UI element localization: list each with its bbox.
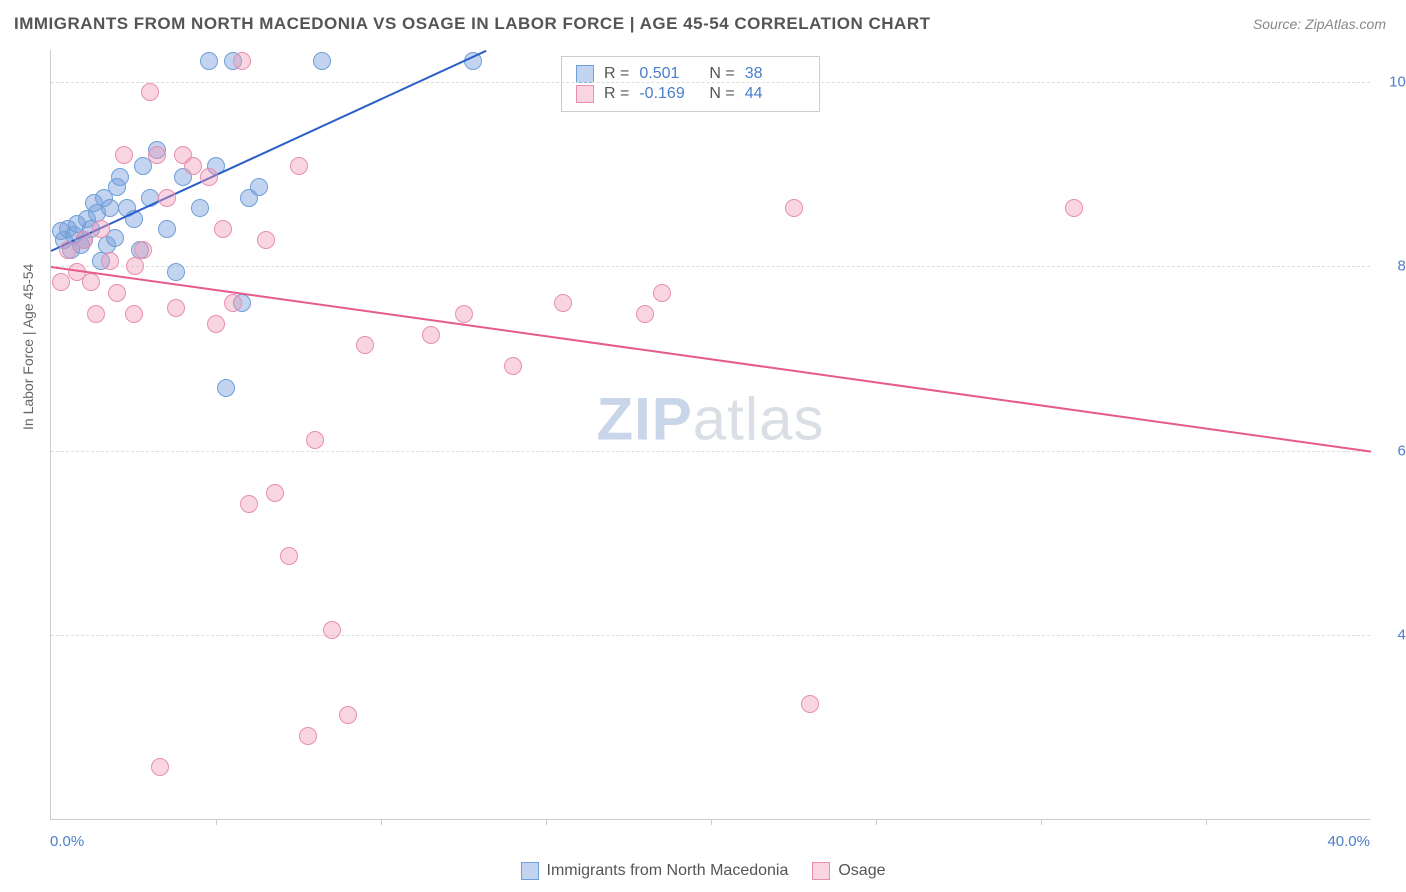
x-tick-mark (711, 819, 712, 825)
x-tick-mark (216, 819, 217, 825)
scatter-point (313, 52, 331, 70)
scatter-point (101, 199, 119, 217)
scatter-point (1065, 199, 1083, 217)
scatter-point (101, 252, 119, 270)
legend-swatch-1 (521, 862, 539, 880)
grid-line-h (51, 451, 1370, 452)
scatter-point (224, 294, 242, 312)
scatter-point (75, 231, 93, 249)
scatter-point (167, 263, 185, 281)
r-value-2: -0.169 (639, 85, 699, 103)
x-tick-mark (876, 819, 877, 825)
chart-container: IMMIGRANTS FROM NORTH MACEDONIA VS OSAGE… (0, 0, 1406, 892)
scatter-point (250, 178, 268, 196)
scatter-point (356, 336, 374, 354)
scatter-point (554, 294, 572, 312)
watermark: ZIPatlas (596, 385, 824, 454)
legend-item-1: Immigrants from North Macedonia (521, 862, 789, 880)
r-value-1: 0.501 (639, 65, 699, 83)
scatter-point (339, 706, 357, 724)
y-tick-label: 65.0% (1380, 442, 1406, 459)
scatter-point (82, 273, 100, 291)
scatter-point (115, 146, 133, 164)
grid-line-h (51, 635, 1370, 636)
swatch-series-1 (576, 65, 594, 83)
stats-row-2: R = -0.169 N = 44 (576, 85, 805, 103)
scatter-point (52, 273, 70, 291)
scatter-point (240, 495, 258, 513)
scatter-point (148, 146, 166, 164)
scatter-point (280, 547, 298, 565)
scatter-point (184, 157, 202, 175)
scatter-point (266, 484, 284, 502)
grid-line-h (51, 82, 1370, 83)
scatter-point (125, 305, 143, 323)
scatter-point (504, 357, 522, 375)
y-tick-label: 100.0% (1380, 73, 1406, 90)
stats-box: R = 0.501 N = 38 R = -0.169 N = 44 (561, 56, 820, 112)
y-axis-label: In Labor Force | Age 45-54 (20, 264, 36, 430)
n-value-1: 38 (745, 65, 805, 83)
scatter-point (141, 83, 159, 101)
x-tick-mark (381, 819, 382, 825)
r-label-1: R = (604, 65, 629, 83)
scatter-point (151, 758, 169, 776)
n-value-2: 44 (745, 85, 805, 103)
scatter-point (801, 695, 819, 713)
scatter-point (200, 52, 218, 70)
scatter-point (111, 168, 129, 186)
scatter-point (207, 315, 225, 333)
scatter-point (191, 199, 209, 217)
scatter-point (92, 220, 110, 238)
legend-swatch-2 (812, 862, 830, 880)
scatter-point (785, 199, 803, 217)
y-tick-label: 47.5% (1380, 627, 1406, 644)
scatter-point (87, 305, 105, 323)
scatter-point (653, 284, 671, 302)
scatter-point (108, 284, 126, 302)
stats-row-1: R = 0.501 N = 38 (576, 65, 805, 83)
scatter-point (217, 379, 235, 397)
plot-area: ZIPatlas R = 0.501 N = 38 R = -0.169 N =… (50, 50, 1370, 820)
scatter-point (306, 431, 324, 449)
scatter-point (290, 157, 308, 175)
legend-item-2: Osage (812, 862, 885, 880)
watermark-zip: ZIP (596, 386, 692, 453)
scatter-point (299, 727, 317, 745)
grid-line-h (51, 266, 1370, 267)
n-label-2: N = (709, 85, 734, 103)
scatter-point (257, 231, 275, 249)
y-tick-label: 82.5% (1380, 258, 1406, 275)
scatter-point (636, 305, 654, 323)
watermark-atlas: atlas (693, 386, 825, 453)
scatter-point (214, 220, 232, 238)
scatter-point (200, 168, 218, 186)
n-label-1: N = (709, 65, 734, 83)
x-tick-mark (1041, 819, 1042, 825)
scatter-point (158, 220, 176, 238)
scatter-point (158, 189, 176, 207)
legend: Immigrants from North Macedonia Osage (0, 862, 1406, 880)
source-label: Source: ZipAtlas.com (1253, 16, 1386, 32)
scatter-point (59, 241, 77, 259)
scatter-point (455, 305, 473, 323)
legend-label-1: Immigrants from North Macedonia (547, 862, 789, 880)
scatter-point (167, 299, 185, 317)
scatter-point (233, 52, 251, 70)
legend-label-2: Osage (838, 862, 885, 880)
swatch-series-2 (576, 85, 594, 103)
scatter-point (422, 326, 440, 344)
x-tick-mark (1206, 819, 1207, 825)
x-tick-mark (546, 819, 547, 825)
trend-line (51, 266, 1371, 453)
scatter-point (52, 222, 70, 240)
x-tick-0: 0.0% (50, 833, 84, 850)
scatter-point (126, 257, 144, 275)
r-label-2: R = (604, 85, 629, 103)
x-tick-1: 40.0% (1327, 833, 1370, 850)
chart-title: IMMIGRANTS FROM NORTH MACEDONIA VS OSAGE… (14, 14, 930, 34)
scatter-point (323, 621, 341, 639)
